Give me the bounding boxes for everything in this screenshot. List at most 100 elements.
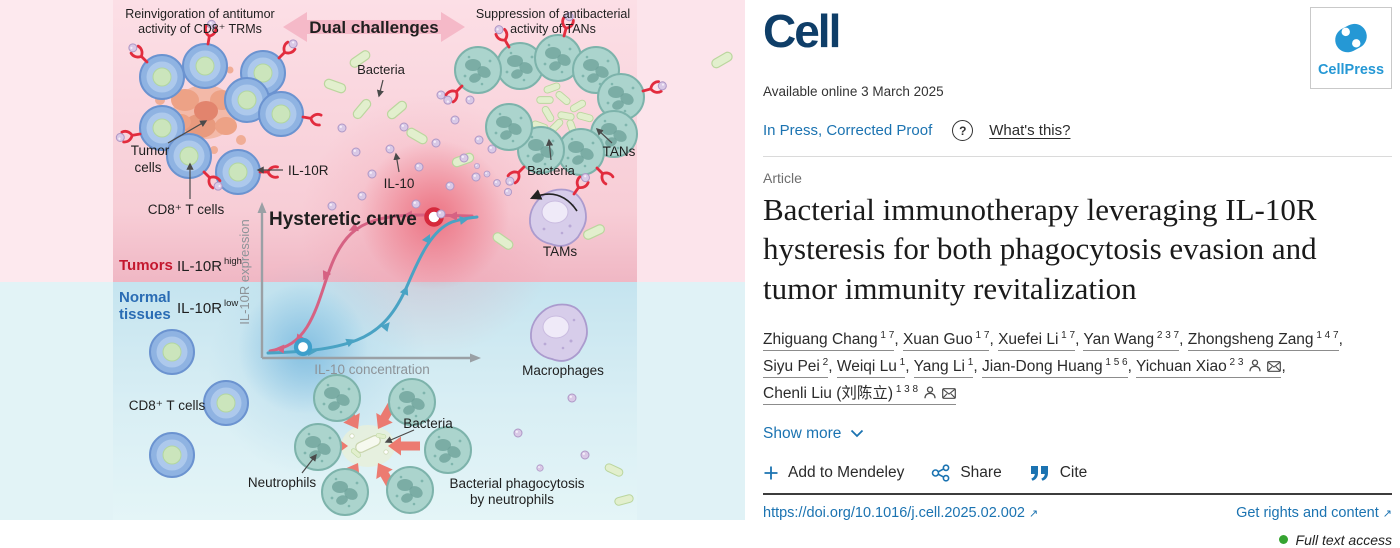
add-to-mendeley-button[interactable]: Add to Mendeley <box>763 464 904 482</box>
envelope-icon <box>1267 361 1282 372</box>
doi-row: https://doi.org/10.1016/j.cell.2025.02.0… <box>763 505 1392 521</box>
mendeley-label: Add to Mendeley <box>788 463 905 481</box>
author-list: Zhiguang Chang 1 7, Xuan Guo 1 7, Xuefei… <box>763 327 1392 407</box>
author-affiliations: 2 3 7 <box>1154 330 1180 342</box>
author-affiliations: 1 7 <box>972 330 990 342</box>
get-rights-text: Get rights and content <box>1236 504 1379 521</box>
band-right-blue <box>637 282 745 520</box>
label-suppression-2: activity of TANs <box>510 22 596 36</box>
label-bacteria-top: Bacteria <box>357 62 405 77</box>
author-link[interactable]: Zhongsheng Zang 1 4 7 <box>1187 330 1339 352</box>
label-cd8-top: CD8⁺ T cells <box>148 202 225 217</box>
available-online-date: Available online 3 March 2025 <box>763 84 944 99</box>
cite-quote-icon <box>1030 465 1048 481</box>
author-name: Chenli Liu (刘陈立) <box>763 384 894 402</box>
label-suppression-1: Suppression of antibacterial <box>476 7 630 21</box>
cellpress-logo[interactable]: CellPress <box>1310 7 1392 89</box>
author-link[interactable]: Yang Li 1 <box>913 356 974 379</box>
author-name: Zhiguang Chang <box>763 331 878 349</box>
author-name: Zhongsheng Zang <box>1187 331 1314 349</box>
label-normal-1: Normal <box>119 289 171 306</box>
cell-journal-logo[interactable]: Cell <box>763 5 841 57</box>
author-link[interactable]: Jian-Dong Huang 1 5 6 <box>981 356 1128 379</box>
label-tumor-cells-1: Tumor <box>131 143 170 158</box>
plus-icon <box>764 466 778 480</box>
label-il10r-high: IL-10R <box>177 258 222 275</box>
label-arrows <box>167 79 613 474</box>
label-il10r: IL-10R <box>288 163 329 178</box>
label-reinvigoration-1: Reinvigoration of antitumor <box>125 7 274 21</box>
x-axis-label: IL-10 concentration <box>314 362 430 377</box>
label-macrophages: Macrophages <box>522 363 604 378</box>
label-il10r-low: IL-10R <box>177 300 222 317</box>
article-type-label: Article <box>763 170 802 186</box>
author-affiliations: 1 <box>896 356 906 368</box>
band-left-blue <box>0 282 113 520</box>
label-tumors: Tumors <box>119 257 173 274</box>
in-press-status-link[interactable]: In Press, Corrected Proof <box>763 122 933 139</box>
author-name: Yang Li <box>913 358 965 376</box>
author-name: Yan Wang <box>1083 331 1155 349</box>
share-button[interactable]: Share <box>931 463 1002 482</box>
author-link[interactable]: Xuefei Li 1 7 <box>998 330 1076 352</box>
y-axis-label: IL-10R expression <box>237 219 252 325</box>
cellpress-wordmark: CellPress <box>1317 61 1385 78</box>
share-label: Share <box>960 463 1002 481</box>
label-bacteria-ring: Bacteria <box>527 163 575 178</box>
author-link[interactable]: Siyu Pei 2 <box>763 356 829 379</box>
divider-light <box>763 156 1392 157</box>
author-affiliations: 1 4 7 <box>1313 330 1339 342</box>
phagocytosis-scene <box>294 374 472 516</box>
author-link[interactable]: Yichuan Xiao 2 3 <box>1135 356 1282 379</box>
help-icon[interactable]: ? <box>952 120 974 141</box>
full-text-access-label: Full text access <box>1295 531 1392 548</box>
article-title: Bacterial immunotherapy leveraging IL-10… <box>763 192 1317 306</box>
show-more-button[interactable]: Show more <box>763 425 864 443</box>
author-name: Jian-Dong Huang <box>981 358 1103 376</box>
author-affiliations: 1 <box>964 356 974 368</box>
person-icon <box>924 386 936 399</box>
band-left-pink <box>0 0 113 282</box>
external-link-icon: ↗ <box>1029 507 1039 520</box>
cite-button[interactable]: Cite <box>1029 464 1087 482</box>
author-name: Yichuan Xiao <box>1135 358 1227 376</box>
doi-text: https://doi.org/10.1016/j.cell.2025.02.0… <box>763 504 1025 521</box>
panel-header: Cell CellPress <box>763 5 1392 89</box>
author-link[interactable]: Chenli Liu (刘陈立) 1 3 8 <box>763 383 957 405</box>
graphical-abstract[interactable]: Reinvigoration of antitumor activity of … <box>0 0 745 520</box>
author-link[interactable]: Zhiguang Chang 1 7 <box>763 330 895 352</box>
author-link[interactable]: Xuan Guo 1 7 <box>902 330 990 352</box>
divider-dark <box>763 492 1392 495</box>
author-affiliations: 2 <box>819 356 829 368</box>
tam-cell <box>528 171 592 247</box>
author-affiliations: 2 3 <box>1226 356 1244 368</box>
label-neutrophils: Neutrophils <box>248 475 317 490</box>
label-dual-challenges: Dual challenges <box>309 18 438 37</box>
person-icon <box>1249 359 1262 372</box>
band-right-pink <box>637 0 745 282</box>
status-row: In Press, Corrected Proof ? What's this? <box>763 120 1392 141</box>
label-tumor-cells-2: cells <box>134 160 161 175</box>
author-name: Xuan Guo <box>902 331 973 349</box>
author-link[interactable]: Weiqi Lu 1 <box>836 356 906 379</box>
label-hysteretic-curve: Hysteretic curve <box>269 209 417 230</box>
action-bar: Add to Mendeley Share Cite <box>763 464 1392 482</box>
author-affiliations: 1 5 6 <box>1102 356 1128 368</box>
envelope-icon <box>942 387 956 399</box>
show-more-label: Show more <box>763 424 842 442</box>
open-access-dot-icon <box>1278 535 1288 545</box>
article-panel: Cell CellPress Available online 3 March … <box>745 0 1400 548</box>
get-rights-link[interactable]: Get rights and content ↗ <box>1236 505 1392 521</box>
author-name: Siyu Pei <box>763 358 820 376</box>
share-icon <box>932 463 950 482</box>
doi-link[interactable]: https://doi.org/10.1016/j.cell.2025.02.0… <box>763 505 1038 521</box>
low-state-marker <box>293 337 313 357</box>
label-il10r-low-sup: low <box>224 298 238 309</box>
cellpress-icon <box>1335 23 1367 52</box>
whats-this-link[interactable]: What's this? <box>989 122 1071 139</box>
author-name: Xuefei Li <box>998 331 1059 349</box>
label-cd8-bottom: CD8⁺ T cells <box>129 398 206 413</box>
author-link[interactable]: Yan Wang 2 3 7 <box>1083 330 1180 352</box>
author-affiliations: 1 3 8 <box>893 383 919 395</box>
label-il10r-high-sup: high <box>224 256 242 267</box>
